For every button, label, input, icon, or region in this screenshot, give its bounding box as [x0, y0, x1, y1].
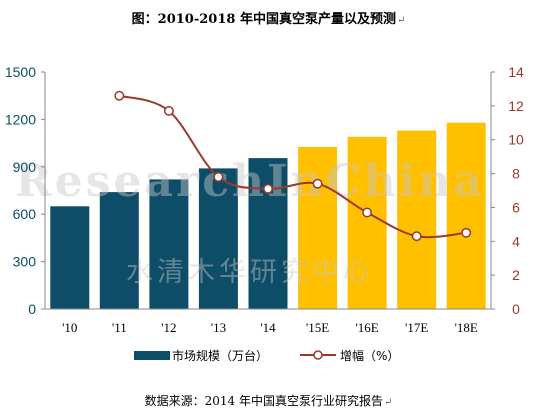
bar-7 [397, 130, 437, 309]
bar-3 [198, 168, 238, 309]
right-tick-label-6: 12 [508, 98, 524, 114]
return-mark: ↵ [396, 15, 406, 26]
right-tick-label-0: 0 [512, 301, 520, 317]
left-tick-label-1: 300 [13, 254, 37, 270]
bar-4 [248, 158, 288, 309]
watermark-english: ResearchInChina [15, 156, 485, 207]
chart-title: 图：2010-2018 年中国真空泵产量以及预测↵ [0, 8, 537, 27]
x-tick-label-8: '18E [455, 320, 478, 335]
growth-point-7 [411, 231, 422, 242]
left-tick-label-3: 900 [13, 159, 37, 175]
growth-point-8 [461, 227, 472, 238]
source-text: 数据来源：2014 年中国真空泵行业研究报告 [144, 394, 383, 408]
left-tick-label-4: 1200 [5, 111, 36, 127]
right-tick-label-7: 14 [508, 64, 524, 80]
left-tick-label-0: 0 [28, 301, 36, 317]
growth-point-6 [362, 207, 373, 218]
growth-point-4 [263, 183, 273, 194]
growth-point-5 [312, 178, 323, 189]
growth-point-1 [114, 90, 125, 101]
left-tick-label-5: 1500 [5, 64, 36, 80]
x-tick-label-6: '16E [355, 320, 378, 335]
x-tick-label-7: '17E [405, 320, 428, 335]
bar-6 [347, 136, 387, 309]
chart-title-text: 图：2010-2018 年中国真空泵产量以及预测 [131, 12, 396, 27]
x-tick-label-4: '14 [260, 320, 276, 335]
source-note: 数据来源：2014 年中国真空泵行业研究报告↵ [0, 392, 537, 409]
x-tick-label-3: '13 [211, 320, 226, 335]
left-tick-label-2: 600 [13, 206, 37, 222]
x-tick-label-0: '10 [62, 320, 77, 335]
growth-line [119, 94, 467, 239]
right-tick-label-5: 10 [508, 132, 524, 148]
bar-2 [149, 179, 189, 309]
legend-line-marker [313, 350, 323, 360]
legend-bar-label: 市场规模（万台） [172, 348, 268, 363]
legend-bar-swatch [134, 351, 170, 360]
bar-0 [50, 206, 90, 309]
right-tick-label-2: 4 [512, 233, 520, 249]
bar-5 [298, 147, 338, 309]
bar-1 [99, 192, 139, 309]
source-return-mark: ↵ [383, 397, 393, 408]
right-tick-label-1: 2 [512, 267, 520, 283]
legend-line-label: 增幅（%） [340, 348, 399, 363]
bar-8 [446, 122, 486, 309]
x-tick-label-1: '11 [112, 320, 127, 335]
x-tick-label-2: '12 [161, 320, 176, 335]
x-tick-label-5: '15E [306, 320, 329, 335]
growth-point-2 [163, 105, 174, 116]
right-tick-label-3: 6 [512, 199, 520, 215]
right-tick-label-4: 8 [512, 166, 520, 182]
watermark-chinese: 水清木华研究中心 [126, 257, 374, 288]
growth-point-3 [213, 172, 224, 182]
